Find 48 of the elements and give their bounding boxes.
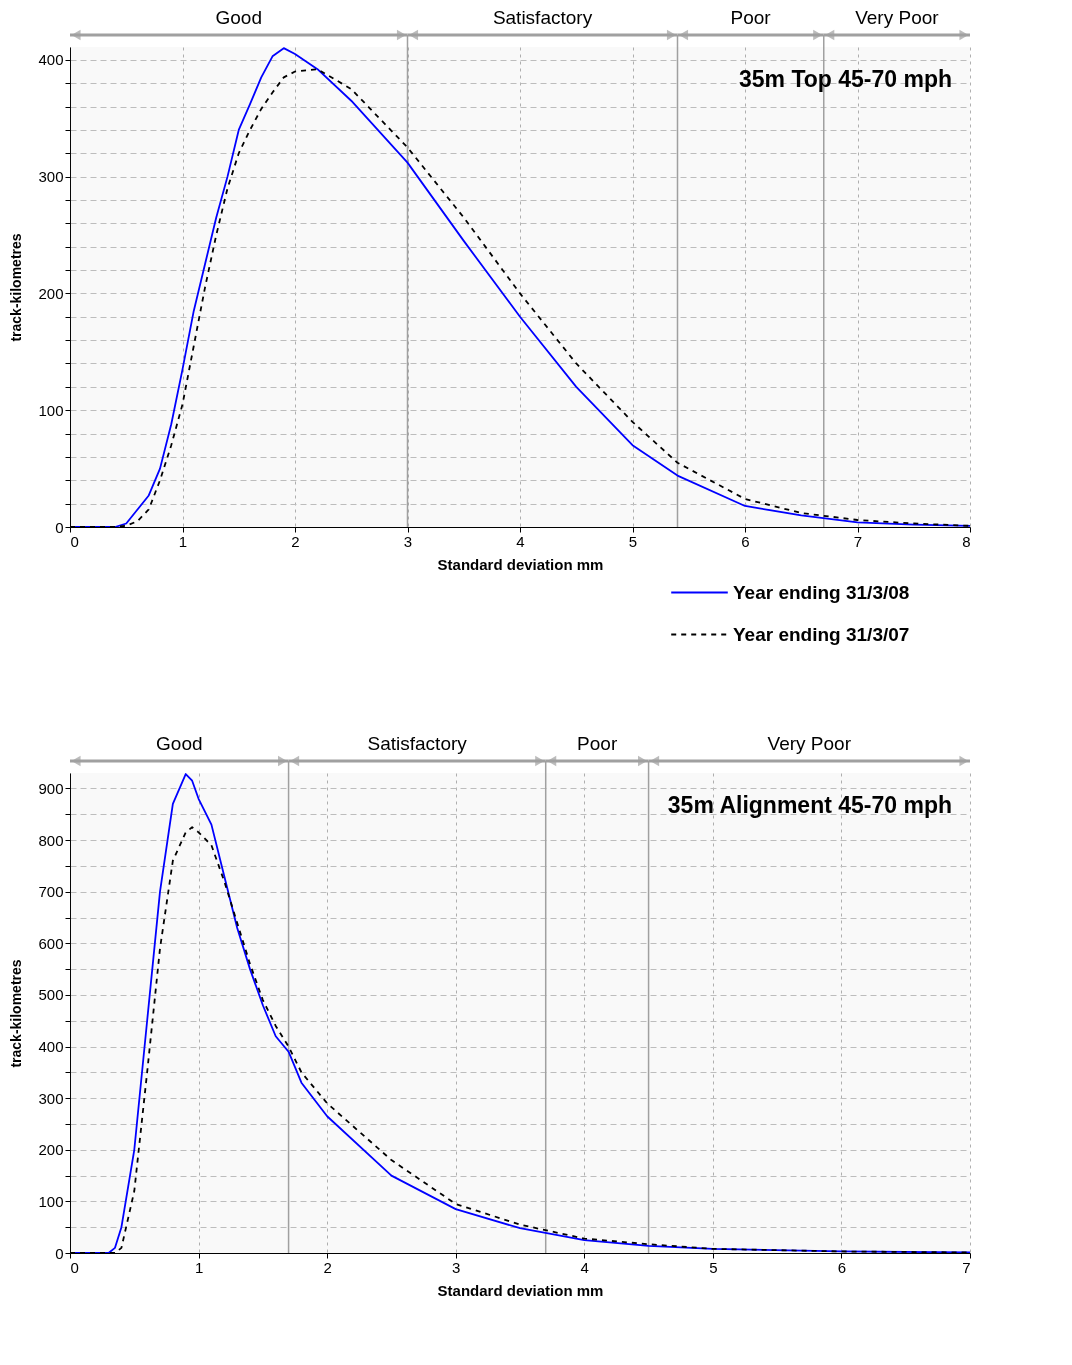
y-tick-label: 0	[55, 1244, 64, 1262]
y-axis-title: track-kilometres	[8, 959, 25, 1068]
x-axis-title: Standard deviation mm	[437, 1281, 604, 1299]
legend-label: Year ending 31/3/08	[733, 581, 910, 603]
x-tick-label: 0	[70, 1258, 79, 1276]
x-tick-label: 6	[741, 532, 750, 550]
y-tick-label: 900	[38, 779, 64, 797]
x-tick-label: 8	[962, 532, 971, 550]
y-tick-label: 0	[55, 518, 64, 536]
x-tick-label: 6	[837, 1258, 847, 1276]
x-tick-label: 7	[962, 1258, 971, 1276]
y-tick-label: 300	[38, 1089, 64, 1107]
x-tick-label: 2	[291, 532, 300, 550]
y-tick-label: 400	[38, 1038, 64, 1056]
x-tick-label: 7	[853, 532, 863, 550]
y-tick-label: 700	[38, 883, 64, 901]
band-label: Satisfactory	[492, 7, 593, 28]
x-tick-label: 2	[323, 1258, 332, 1276]
y-tick-label: 500	[38, 986, 64, 1004]
band-label: Good	[215, 7, 262, 28]
x-tick-label: 4	[580, 1258, 589, 1276]
band-label: Very Poor	[855, 7, 940, 28]
x-tick-label: 3	[452, 1258, 461, 1276]
band-label: Poor	[577, 733, 618, 754]
y-tick-label: 300	[38, 168, 64, 186]
y-tick-label: 200	[38, 1141, 64, 1159]
y-tick-label: 100	[38, 1192, 64, 1210]
x-tick-label: 1	[194, 1258, 204, 1276]
x-axis-title: Standard deviation mm	[437, 555, 604, 573]
band-label: Very Poor	[767, 733, 852, 754]
y-tick-label: 600	[38, 934, 64, 952]
x-tick-label: 0	[70, 532, 79, 550]
legend-label: Year ending 31/3/07	[733, 623, 910, 645]
band-label: Satisfactory	[367, 733, 468, 754]
x-tick-label: 3	[403, 532, 413, 550]
y-tick-label: 400	[38, 51, 64, 69]
x-tick-label: 1	[178, 532, 188, 550]
x-tick-label: 4	[516, 532, 525, 550]
x-tick-label: 5	[709, 1258, 718, 1276]
y-tick-label: 200	[38, 284, 64, 302]
band-label: Good	[156, 733, 203, 754]
text: 35m Alignment 45-70 mph	[667, 792, 952, 818]
text: 35m Top 45-70 mph	[738, 66, 952, 92]
band-label: Poor	[730, 7, 772, 28]
y-tick-label: 100	[38, 401, 64, 419]
y-axis-title: track-kilometres	[8, 233, 25, 342]
y-tick-label: 800	[38, 831, 64, 849]
x-tick-label: 5	[628, 532, 638, 550]
